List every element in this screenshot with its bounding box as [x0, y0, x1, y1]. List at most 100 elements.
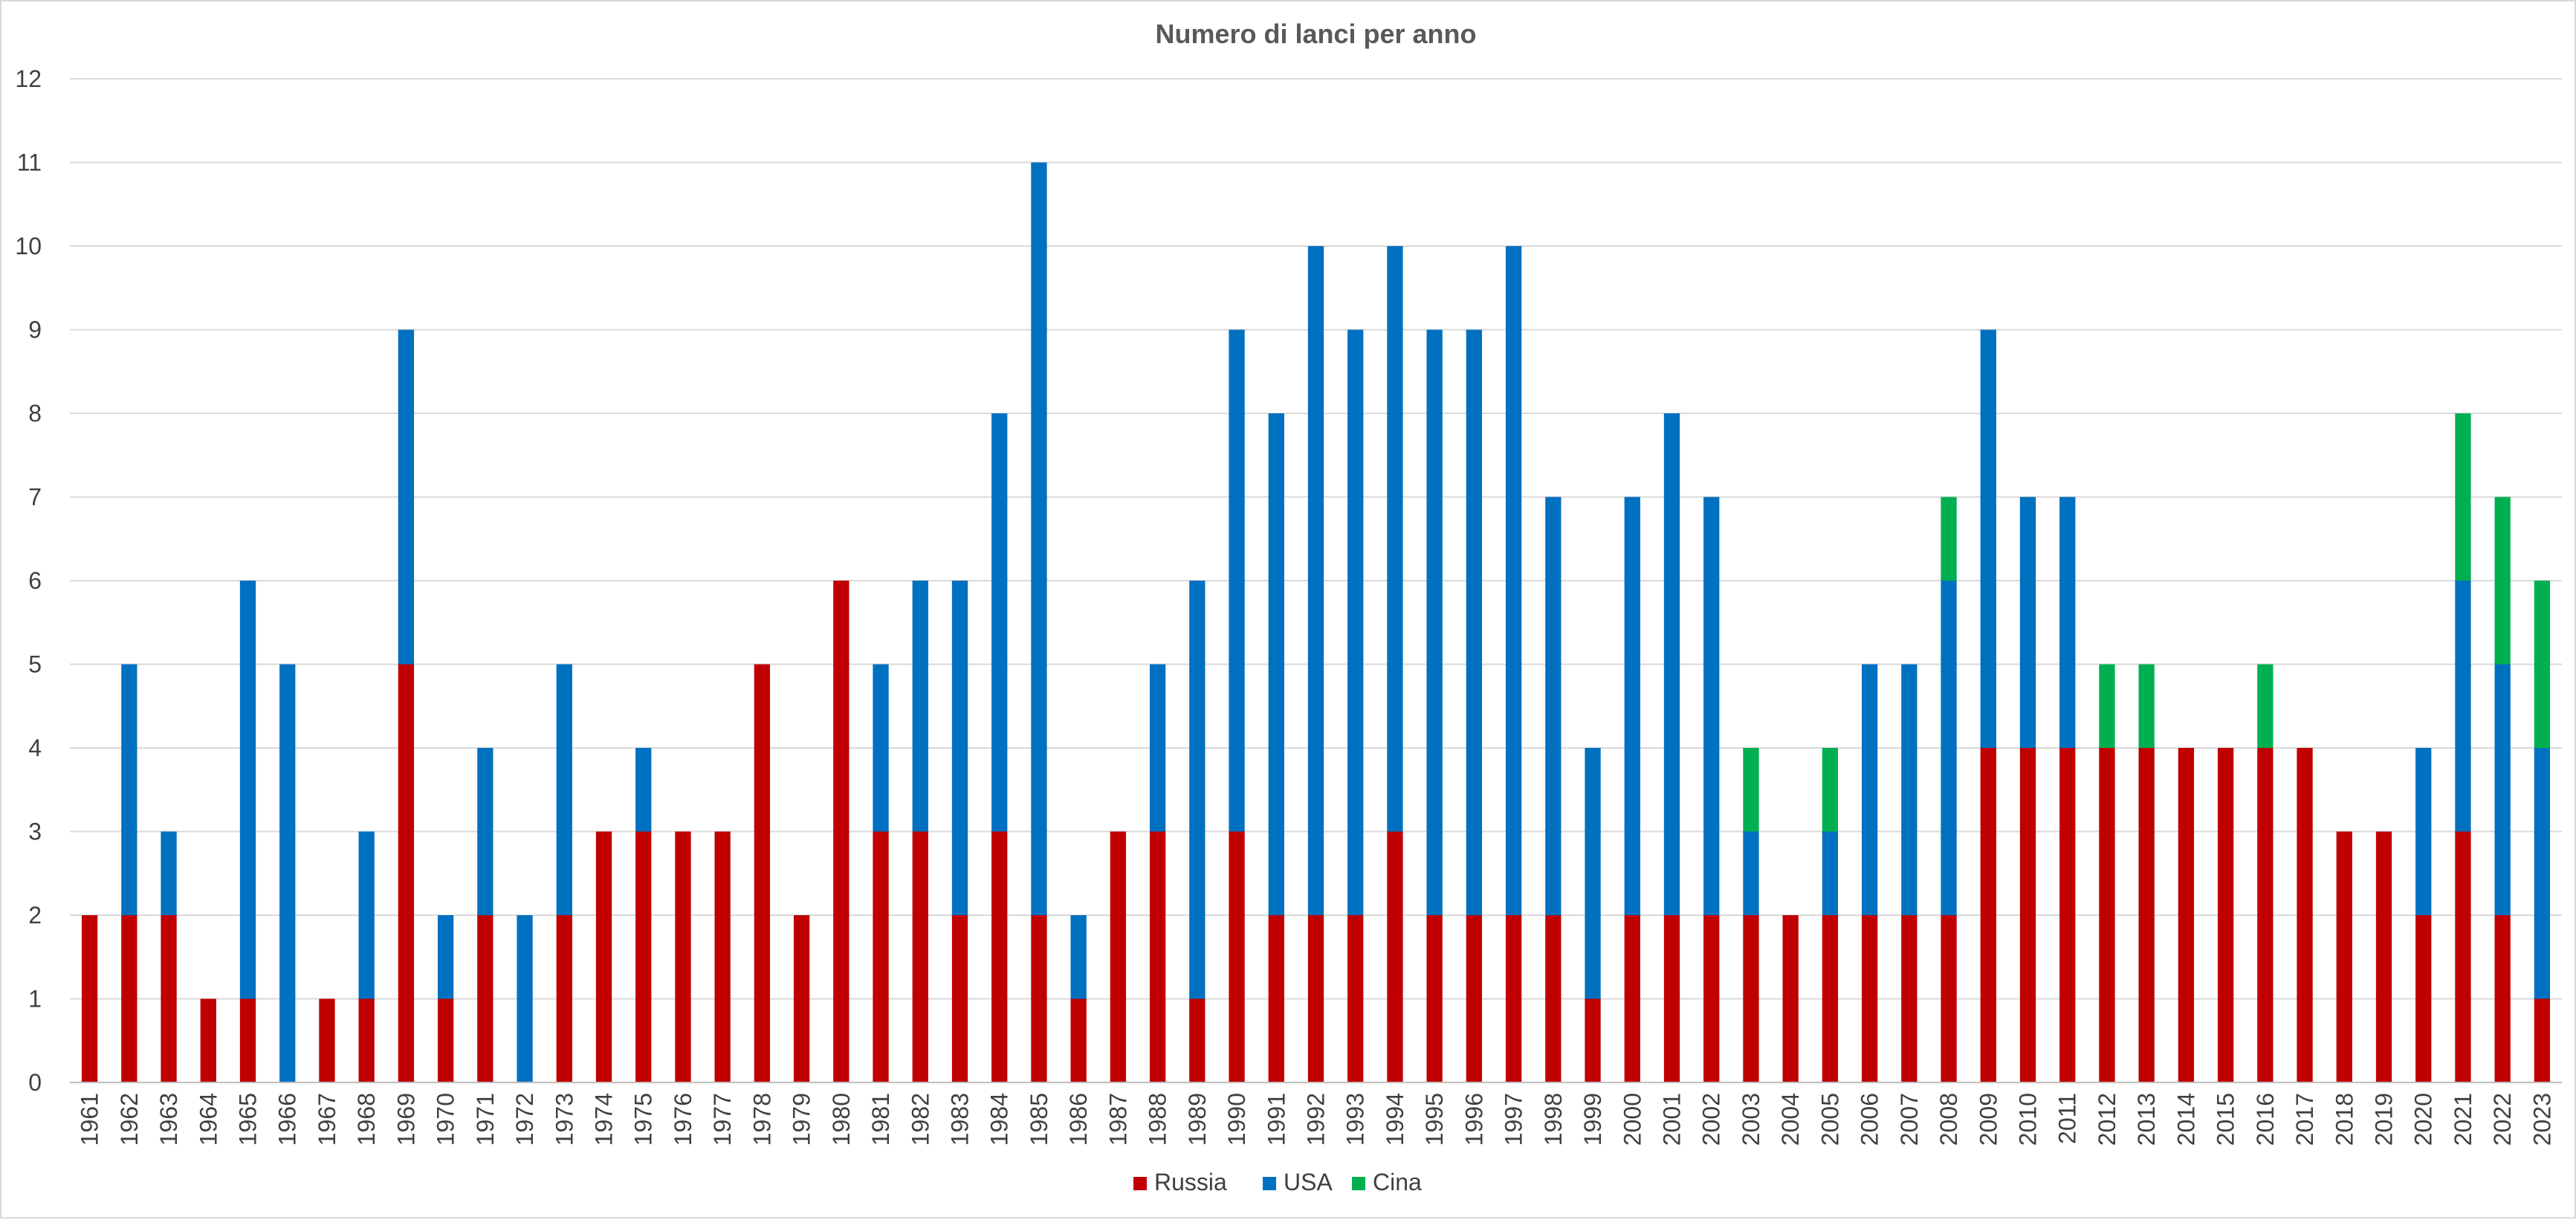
bar-russia-1980 [833, 581, 850, 1082]
x-tick-label: 1962 [116, 1093, 143, 1146]
bar-russia-1987 [1110, 831, 1127, 1082]
x-tick-label: 1977 [709, 1093, 736, 1146]
bar-cina-2021 [2455, 413, 2471, 581]
bar-usa-1988 [1149, 664, 1166, 832]
bar-cina-2005 [1822, 748, 1839, 832]
y-tick-label: 0 [28, 1069, 42, 1096]
x-tick-label: 2009 [1975, 1093, 2001, 1146]
x-tick-label: 1992 [1303, 1093, 1330, 1146]
bar-usa-2008 [1941, 581, 1957, 915]
bar-usa-1983 [951, 581, 968, 915]
y-tick-label: 5 [28, 651, 42, 678]
bar-russia-1994 [1387, 831, 1403, 1082]
bar-russia-1974 [595, 831, 612, 1082]
bar-russia-1988 [1149, 831, 1166, 1082]
legend-label-usa: USA [1284, 1169, 1333, 1195]
y-tick-label: 12 [15, 65, 42, 92]
x-tick-label: 2008 [1935, 1093, 1962, 1146]
bar-usa-2001 [1663, 413, 1680, 915]
x-tick-label: 2023 [2528, 1093, 2555, 1146]
bar-russia-1973 [556, 915, 572, 1082]
bar-usa-1998 [1545, 497, 1562, 915]
x-tick-label: 2021 [2450, 1093, 2476, 1146]
bar-russia-2012 [2099, 748, 2115, 1082]
bar-russia-2020 [2415, 915, 2432, 1082]
x-tick-label: 2005 [1816, 1093, 1843, 1146]
bar-usa-1966 [279, 664, 296, 1082]
bar-usa-2006 [1861, 664, 1878, 915]
bar-russia-1993 [1347, 915, 1364, 1082]
x-tick-label: 1994 [1382, 1093, 1408, 1146]
bar-usa-2022 [2494, 664, 2511, 915]
bar-usa-2011 [2059, 497, 2076, 748]
x-tick-label: 1970 [433, 1093, 459, 1146]
bar-russia-1970 [437, 998, 454, 1082]
bar-usa-1994 [1387, 246, 1403, 832]
bar-russia-2007 [1901, 915, 1918, 1082]
x-tick-label: 1971 [472, 1093, 499, 1146]
x-tick-label: 1987 [1104, 1093, 1131, 1146]
x-tick-label: 1996 [1460, 1093, 1487, 1146]
bar-russia-1989 [1189, 998, 1206, 1082]
x-tick-label: 2014 [2172, 1093, 2199, 1146]
x-tick-label: 1985 [1026, 1093, 1052, 1146]
bar-russia-2023 [2534, 998, 2551, 1082]
bar-russia-1969 [398, 664, 415, 1082]
legend-label-russia: Russia [1154, 1169, 1227, 1195]
y-tick-label: 2 [28, 902, 42, 929]
y-tick-label: 8 [28, 400, 42, 427]
bar-usa-1997 [1505, 246, 1522, 915]
bar-russia-1968 [358, 998, 375, 1082]
x-tick-label: 1980 [828, 1093, 855, 1146]
bar-russia-1977 [714, 831, 731, 1082]
bar-russia-2004 [1782, 915, 1799, 1082]
bar-usa-1982 [912, 581, 928, 832]
x-tick-label: 2006 [1857, 1093, 1883, 1146]
x-tick-label: 1998 [1540, 1093, 1567, 1146]
bar-russia-2015 [2217, 748, 2234, 1082]
bar-usa-2002 [1703, 497, 1720, 915]
bar-russia-2013 [2138, 748, 2155, 1082]
bar-usa-2023 [2534, 748, 2551, 999]
x-tick-label: 1983 [947, 1093, 974, 1146]
x-tick-label: 1973 [551, 1093, 577, 1146]
bar-russia-1981 [873, 831, 889, 1082]
legend: Russia USA Cina [1133, 1169, 1422, 1195]
x-tick-label: 2007 [1896, 1093, 1923, 1146]
bar-usa-1990 [1229, 329, 1245, 832]
x-tick-label: 2020 [2410, 1093, 2437, 1146]
x-tick-label: 1964 [195, 1093, 221, 1146]
bar-cina-2012 [2099, 664, 2115, 748]
x-tick-label: 1965 [235, 1093, 262, 1146]
x-tick-label: 1975 [630, 1093, 657, 1146]
bar-russia-2016 [2257, 748, 2274, 1082]
bar-russia-2019 [2375, 831, 2392, 1082]
chart-title: Numero di lanci per anno [1155, 19, 1476, 49]
bar-usa-1984 [991, 413, 1008, 832]
bar-usa-2003 [1743, 831, 1759, 915]
x-tick-label: 2004 [1777, 1093, 1804, 1146]
bar-russia-1964 [200, 998, 216, 1082]
y-tick-label: 4 [28, 735, 42, 761]
bar-russia-1985 [1031, 915, 1047, 1082]
bar-russia-1999 [1585, 998, 1601, 1082]
bar-russia-2010 [2019, 748, 2036, 1082]
bar-russia-1978 [754, 664, 771, 1082]
bar-usa-2009 [1980, 329, 1996, 748]
bar-usa-1989 [1189, 581, 1206, 999]
bar-usa-1972 [517, 915, 533, 1082]
bars [81, 162, 2551, 1082]
x-tick-label: 2018 [2331, 1093, 2357, 1146]
y-tick-label: 6 [28, 567, 42, 594]
bar-russia-2005 [1822, 915, 1839, 1082]
x-tick-label: 1991 [1263, 1093, 1289, 1146]
bar-russia-2003 [1743, 915, 1759, 1082]
x-tick-label: 1984 [986, 1093, 1013, 1146]
bar-usa-2005 [1822, 831, 1839, 915]
x-tick-label: 1967 [314, 1093, 340, 1146]
bar-russia-2002 [1703, 915, 1720, 1082]
bar-russia-2022 [2494, 915, 2511, 1082]
bar-usa-1968 [358, 831, 375, 999]
